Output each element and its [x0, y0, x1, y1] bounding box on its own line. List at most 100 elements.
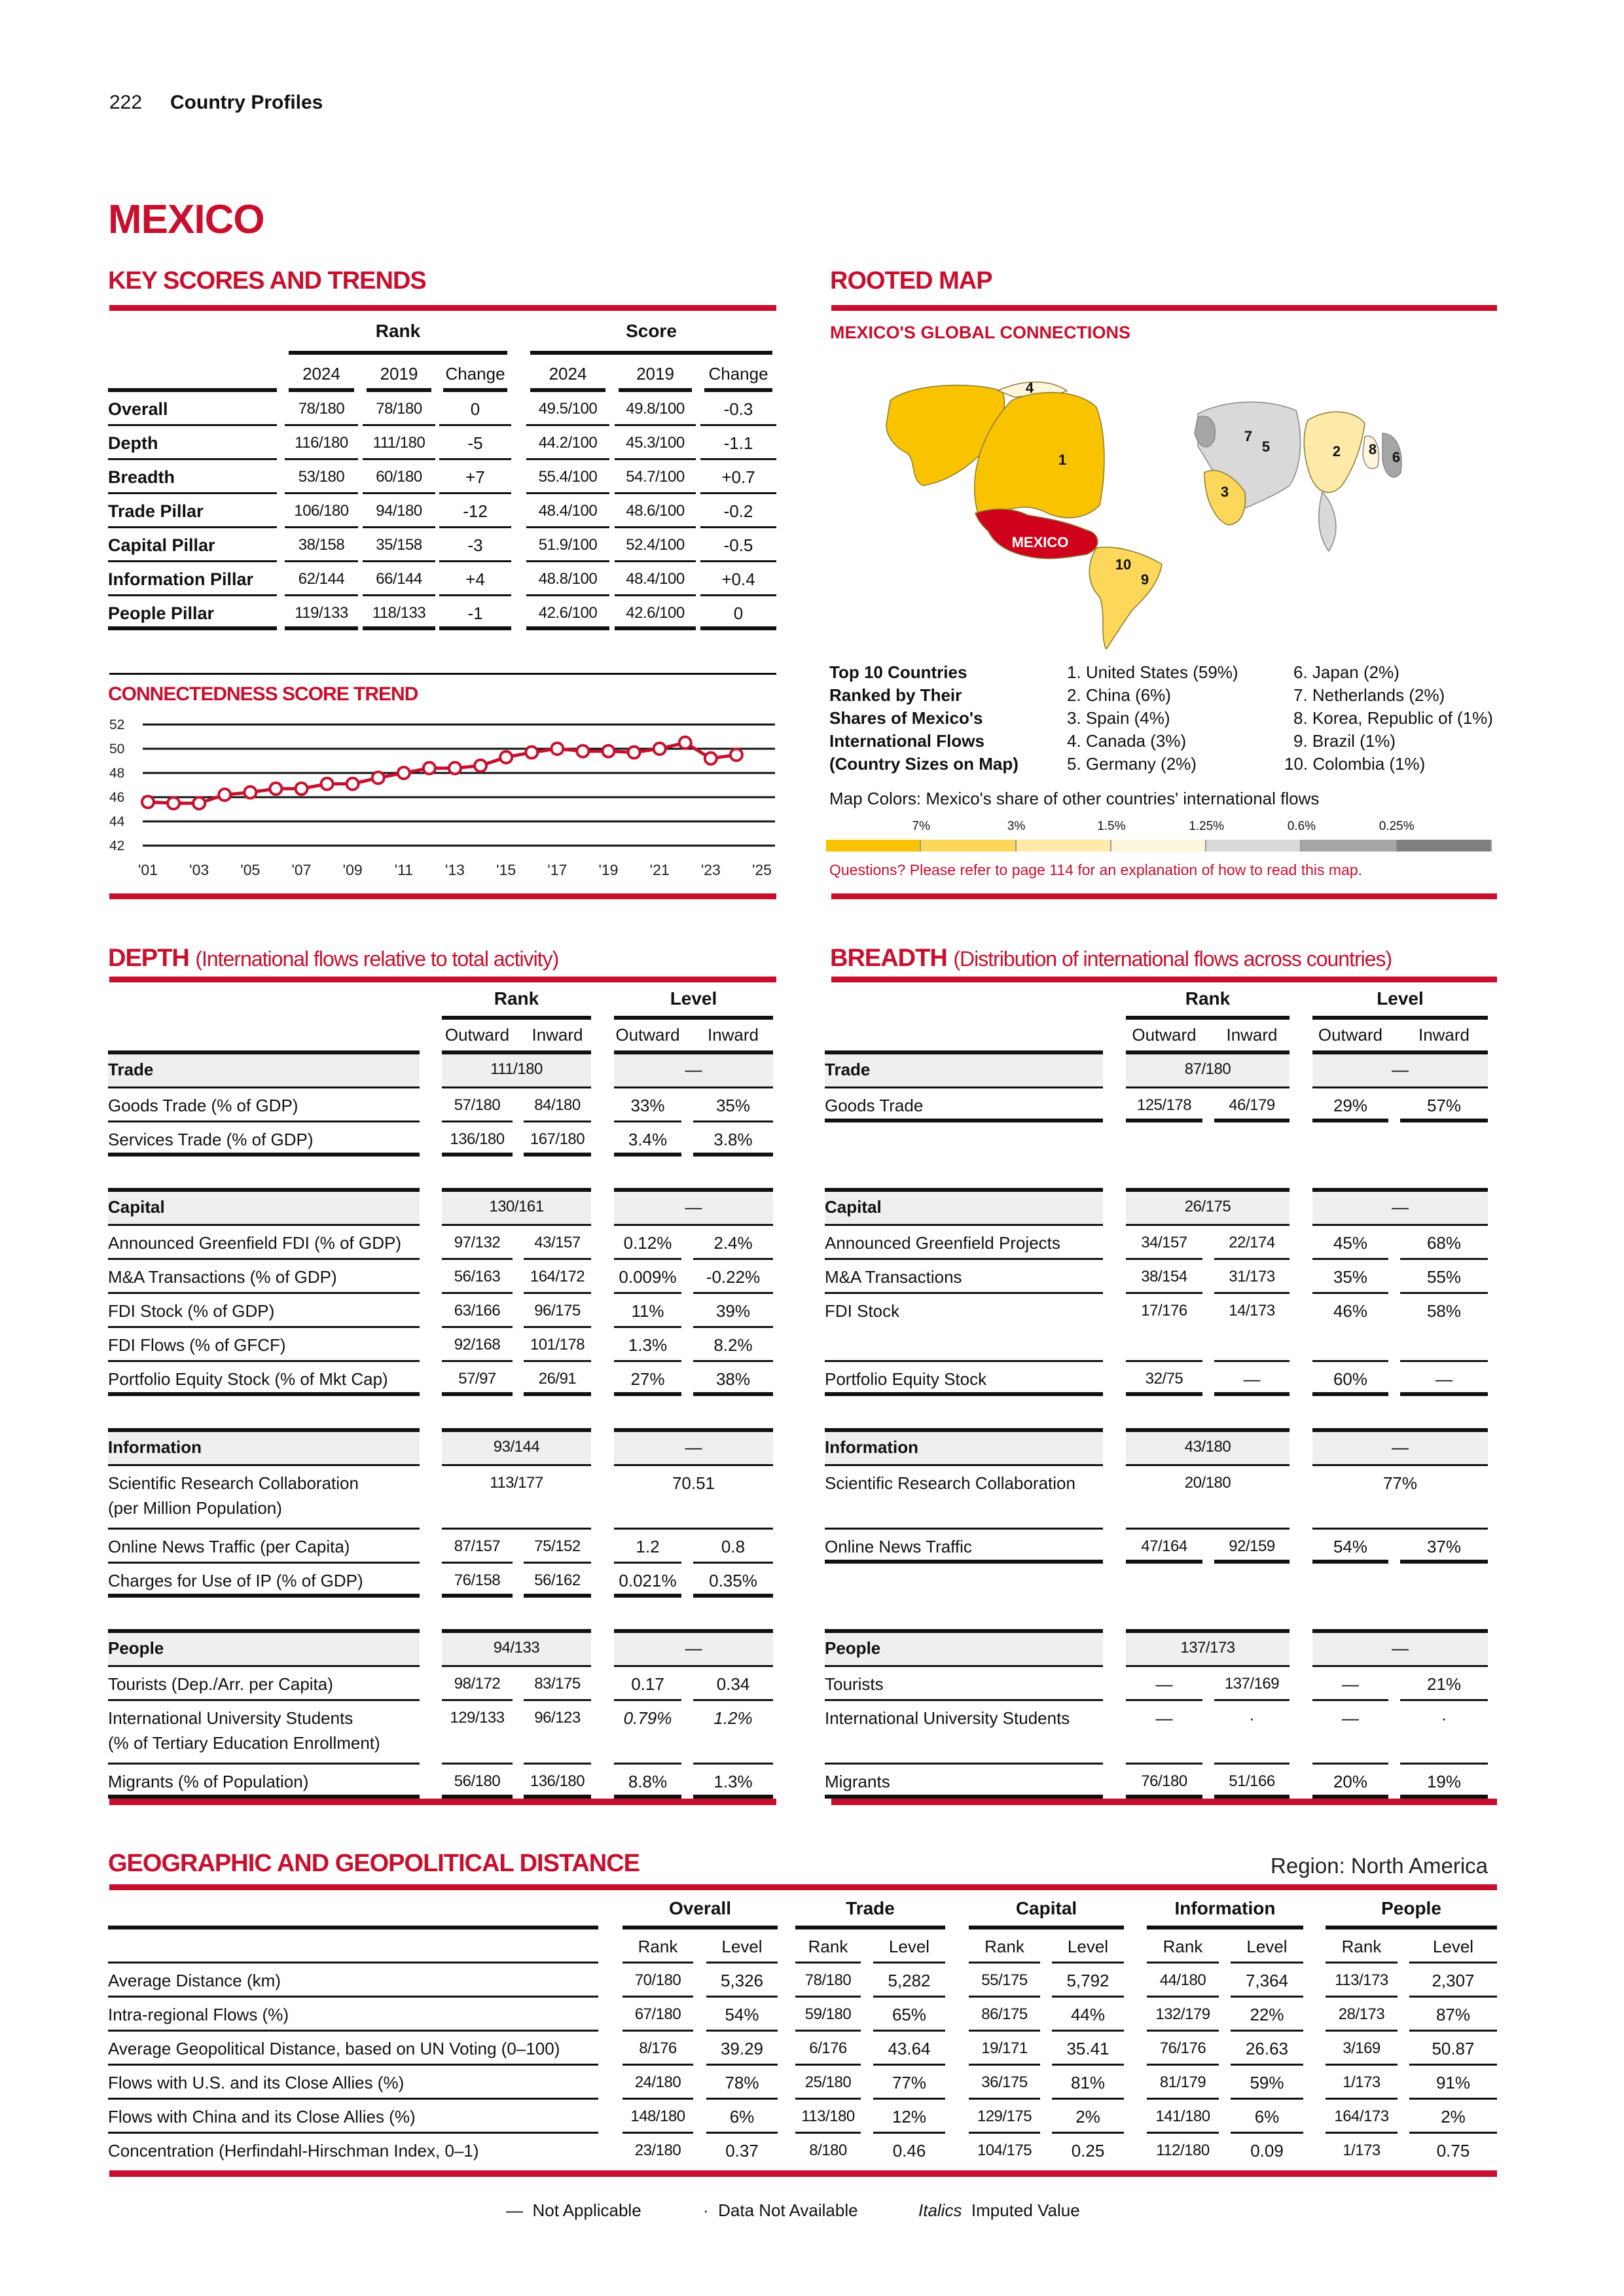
x-tick-label: '23	[701, 861, 721, 878]
geo-cell: 77%	[873, 2066, 945, 2100]
data-point	[473, 758, 488, 773]
data-point	[345, 776, 360, 791]
geo-cell: 113/180	[795, 2100, 861, 2134]
column-header: 2019	[619, 357, 692, 392]
value-cell: 46/179	[1214, 1088, 1290, 1122]
rank-group-header: Rank	[289, 321, 507, 355]
legend-swatch	[1206, 840, 1302, 852]
value-cell: —	[1214, 1362, 1290, 1396]
value-cell: 101/178	[524, 1328, 591, 1362]
map-colors-caption: Map Colors: Mexico's share of other coun…	[829, 789, 1320, 808]
header-spacer	[108, 1898, 598, 1929]
group-rank: 43/180	[1126, 1428, 1290, 1466]
geo-cell: 19/171	[969, 2032, 1040, 2066]
top10-heading-line: International Flows	[829, 731, 984, 751]
rooted-map-rule	[831, 305, 1497, 311]
group-label: Information	[108, 1428, 420, 1466]
value-cell: 137/169	[1214, 1667, 1290, 1701]
row-label: Migrants	[825, 1765, 1103, 1799]
legend-label: 0.25%	[1379, 819, 1415, 833]
column-header: 2024	[289, 357, 354, 392]
score-cell: -5	[439, 426, 511, 460]
geo-cell: 1/173	[1343, 2142, 1380, 2159]
geo-cell: 6/176	[795, 2032, 861, 2066]
group-rank: 26/175	[1126, 1188, 1290, 1226]
score-cell: -12	[439, 494, 511, 528]
row-label: International University Students (% of …	[108, 1701, 420, 1765]
group-label: Trade	[825, 1050, 1103, 1088]
map-spain	[1204, 470, 1246, 526]
legend-label: 7%	[912, 819, 931, 833]
subcolumn-header: Inward	[707, 1025, 759, 1045]
geo-subcolumn-header: Rank	[623, 1929, 693, 1964]
top10-heading-line: Top 10 Countries	[829, 662, 967, 682]
row-label: Announced Greenfield FDI (% of GDP)	[108, 1226, 420, 1260]
dot-symbol: ·	[703, 2200, 709, 2220]
legend-label: 1.5%	[1097, 819, 1126, 833]
value-cell: 60%	[1312, 1362, 1388, 1396]
geo-cell: 81/179	[1147, 2066, 1219, 2100]
geo-cell: 132/179	[1147, 1998, 1219, 2032]
row-label: Average Distance (km)	[108, 1964, 598, 1998]
group-level: —	[1312, 1188, 1488, 1226]
value-cell: 92/168	[442, 1328, 513, 1362]
row-label: People Pillar	[108, 596, 277, 630]
geo-title: GEOGRAPHIC AND GEOPOLITICAL DISTANCE	[108, 1850, 640, 1877]
data-point	[575, 744, 590, 759]
geo-cell: 8/176	[623, 2032, 693, 2066]
geo-rule	[109, 1884, 1497, 1890]
top10-item: 7. Netherlands (2%)	[1293, 685, 1445, 705]
legend-swatch	[826, 840, 922, 852]
depth-title-text: DEPTH	[108, 944, 190, 972]
subcolumn-header: Inward	[532, 1025, 583, 1045]
map-china	[1303, 411, 1365, 493]
row-label: Overall	[108, 392, 277, 426]
legend-label: 0.6%	[1287, 819, 1316, 833]
subcolumn-header: Outward	[444, 1025, 510, 1045]
column-header: 2019	[367, 357, 431, 392]
row-label: Concentration (Herfindahl-Hirschman Inde…	[108, 2141, 479, 2161]
legend-not-available: · Data Not Available	[703, 2200, 858, 2221]
geo-cell: 35.41	[1052, 2032, 1124, 2066]
row-label: Tourists	[825, 1667, 1103, 1701]
row-label: M&A Transactions	[825, 1260, 1103, 1294]
row-label: Scientific Research Collaboration	[825, 1466, 1103, 1530]
map-united-states	[973, 391, 1105, 518]
value-cell: 68%	[1400, 1226, 1488, 1260]
row-label: Scientific Research Collaboration (per M…	[108, 1466, 420, 1530]
map-number-8: 8	[1369, 441, 1377, 457]
geo-subcolumn-header: Rank	[795, 1929, 861, 1964]
value-cell: 29%	[1312, 1088, 1388, 1122]
map-canada-alaska	[886, 384, 1005, 486]
data-point	[550, 742, 565, 756]
y-tick-label: 52	[109, 717, 124, 732]
value-cell: 38/154	[1126, 1260, 1202, 1294]
score-cell: 78/180	[285, 392, 358, 426]
value-cell: 17/176	[1126, 1294, 1202, 1362]
group-label: Capital	[108, 1188, 420, 1226]
italics-symbol: Italics	[918, 2200, 962, 2220]
key-scores-title: KEY SCORES AND TRENDS	[108, 267, 427, 295]
value-cell: 56/162	[524, 1564, 591, 1598]
geo-subcolumn-header: Rank	[1147, 1929, 1219, 1964]
geo-cell: 86/175	[969, 1998, 1040, 2032]
value-cell: 1.3%	[614, 1328, 681, 1362]
value-cell: 1.2	[614, 1530, 681, 1564]
row-label: Average Geopolitical Distance, based on …	[108, 2032, 598, 2066]
score-cell: 111/180	[363, 426, 435, 460]
breadth-bottom-rule	[831, 1799, 1497, 1805]
group-label: People	[108, 1629, 420, 1667]
country-title: MEXICO	[108, 197, 265, 242]
value-cell: 51/166	[1214, 1765, 1290, 1799]
score-cell: 116/180	[285, 426, 358, 460]
geo-cell: 67/180	[623, 1998, 693, 2032]
group-level: —	[614, 1428, 773, 1466]
score-cell: 44.2/100	[526, 426, 609, 460]
geo-cell: 2%	[1409, 2100, 1497, 2134]
value-cell: 2.4%	[693, 1226, 773, 1260]
value-cell: 3.4%	[614, 1122, 681, 1157]
breadth-subtitle: (Distribution of international flows acr…	[953, 947, 1392, 971]
x-tick-label: '17	[547, 861, 567, 878]
row-label: Breadth	[108, 460, 277, 494]
legend-imputed: Italics Imputed Value	[918, 2200, 1080, 2221]
